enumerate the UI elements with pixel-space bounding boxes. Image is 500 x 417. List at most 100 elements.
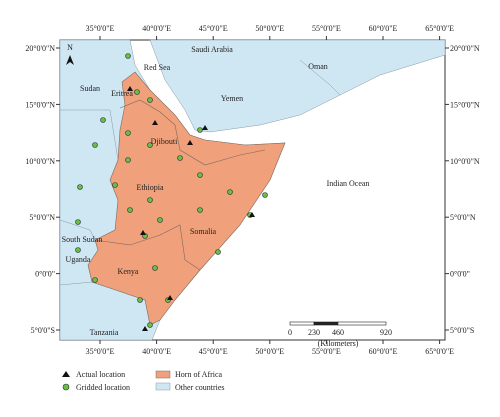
- gridded-point: [77, 184, 83, 190]
- lon-label: 35°0'0"E: [86, 24, 115, 33]
- border: [59, 281, 93, 286]
- lon-label: 40°0'0"E: [142, 24, 171, 33]
- gridded-point: [134, 89, 140, 95]
- north-label: N: [67, 43, 73, 52]
- stations: [75, 53, 268, 331]
- place-label: Djibouti: [151, 137, 178, 146]
- place-label: Uganda: [66, 255, 91, 264]
- border: [60, 109, 119, 161]
- lon-label: 45°0'0"E: [199, 347, 228, 356]
- gridded-point: [197, 172, 203, 178]
- scale-label: 230: [308, 328, 320, 337]
- north-arrow-shape: [66, 55, 74, 65]
- lat-label: 0°0'0": [450, 270, 470, 279]
- lat-label: 10°0'0"N: [25, 157, 55, 166]
- legend-gridded-symbol: [62, 383, 70, 391]
- horn-of-africa: [87, 71, 286, 326]
- north-arrow: N: [66, 43, 74, 65]
- gridded-point: [197, 207, 203, 213]
- lat-label: 5°0'0"S: [31, 326, 55, 335]
- lat-label: 10°0'0"N: [450, 157, 480, 166]
- gridded-point: [92, 277, 98, 283]
- actual-point: [202, 125, 208, 130]
- gridded-point: [137, 297, 143, 303]
- gridded-point: [157, 217, 163, 223]
- gridded-point: [147, 97, 153, 103]
- gridded-point: [147, 322, 153, 328]
- lat-label: 5°0'0"N: [450, 213, 476, 222]
- legend-label: Gridded location: [76, 383, 130, 392]
- gridded-point: [75, 219, 81, 225]
- gridded-point: [125, 130, 131, 136]
- place-label: Indian Ocean: [327, 179, 370, 188]
- places: Saudi Arabia Red Sea Oman Yemen Sudan Er…: [62, 45, 370, 337]
- lat-label: 15°0'0"N: [450, 100, 480, 109]
- place-label: Sudan: [80, 84, 100, 93]
- gridded-point: [147, 142, 153, 148]
- place-label: Red Sea: [144, 63, 171, 72]
- lat-label: 15°0'0"N: [25, 100, 55, 109]
- graticule-labels: 35°0'0"E 35°0'0"E 40°0'0"E 40°0'0"E 45°0'0"E…: [25, 24, 480, 356]
- actual-point: [249, 212, 255, 217]
- gridded-point: [227, 189, 233, 195]
- land: [59, 39, 446, 341]
- lon-label: 40°0'0"E: [142, 347, 171, 356]
- lon-label: 35°0'0"E: [86, 347, 115, 356]
- gridded-point: [127, 207, 133, 213]
- scale-segment: [313, 321, 339, 326]
- gridded-point: [92, 142, 98, 148]
- place-label: Oman: [308, 62, 328, 71]
- lat-label: 20°0'0"N: [25, 44, 55, 53]
- lat-label: 5°0'0"S: [450, 326, 474, 335]
- lon-label: 65°0'0"E: [425, 347, 454, 356]
- arabia: [149, 39, 446, 133]
- actual-point: [167, 295, 173, 300]
- border: [119, 99, 176, 126]
- lon-label: 60°0'0"E: [369, 347, 398, 356]
- legend-label: Other countries: [175, 383, 225, 392]
- border: [94, 224, 201, 271]
- lat-label: 0°0'0": [35, 270, 55, 279]
- gridded-point: [262, 192, 268, 198]
- lat-label: 5°0'0"N: [29, 213, 55, 222]
- scale-segment: [289, 321, 315, 326]
- gridded-point: [147, 197, 153, 203]
- gridded-point: [75, 247, 81, 253]
- lat-label: 20°0'0"N: [450, 44, 480, 53]
- lon-label: 50°0'0"E: [255, 24, 284, 33]
- border: [59, 219, 96, 241]
- lon-label: 45°0'0"E: [199, 24, 228, 33]
- border: [299, 59, 341, 96]
- gridded-point: [125, 53, 131, 59]
- legend-label: Horn of Africa: [175, 370, 223, 379]
- lon-label: 65°0'0"E: [425, 24, 454, 33]
- legend-actual-symbol: [62, 371, 70, 377]
- lon-label: 55°0'0"E: [312, 24, 341, 33]
- actual-point: [142, 326, 148, 331]
- lon-label: 60°0'0"E: [369, 24, 398, 33]
- place-label: South Sudan: [62, 235, 103, 244]
- gridded-point: [112, 182, 118, 188]
- scale-bar: 0 230 460 920 (Kilometers): [288, 321, 392, 348]
- gridded-point: [152, 265, 158, 271]
- place-label: Somalia: [190, 227, 217, 236]
- legend-other-swatch: [155, 382, 171, 391]
- actual-point: [152, 120, 158, 125]
- scale-unit: (Kilometers): [318, 339, 359, 348]
- gridded-point: [125, 157, 131, 163]
- actual-point: [140, 230, 146, 235]
- legend-label: Actual location: [76, 370, 125, 379]
- place-label: Yemen: [221, 94, 243, 103]
- gridded-point: [177, 155, 183, 161]
- legend: Actual location Gridded location Horn of…: [62, 370, 225, 392]
- scale-segment: [337, 321, 387, 326]
- scale-label: 0: [288, 328, 292, 337]
- lon-label: 50°0'0"E: [255, 347, 284, 356]
- place-label: Tanzania: [90, 328, 119, 337]
- gridded-point: [215, 249, 221, 255]
- lon-label: 55°0'0"E: [312, 347, 341, 356]
- actual-point: [127, 86, 133, 91]
- place-label: Kenya: [118, 267, 139, 276]
- actual-point: [187, 140, 193, 145]
